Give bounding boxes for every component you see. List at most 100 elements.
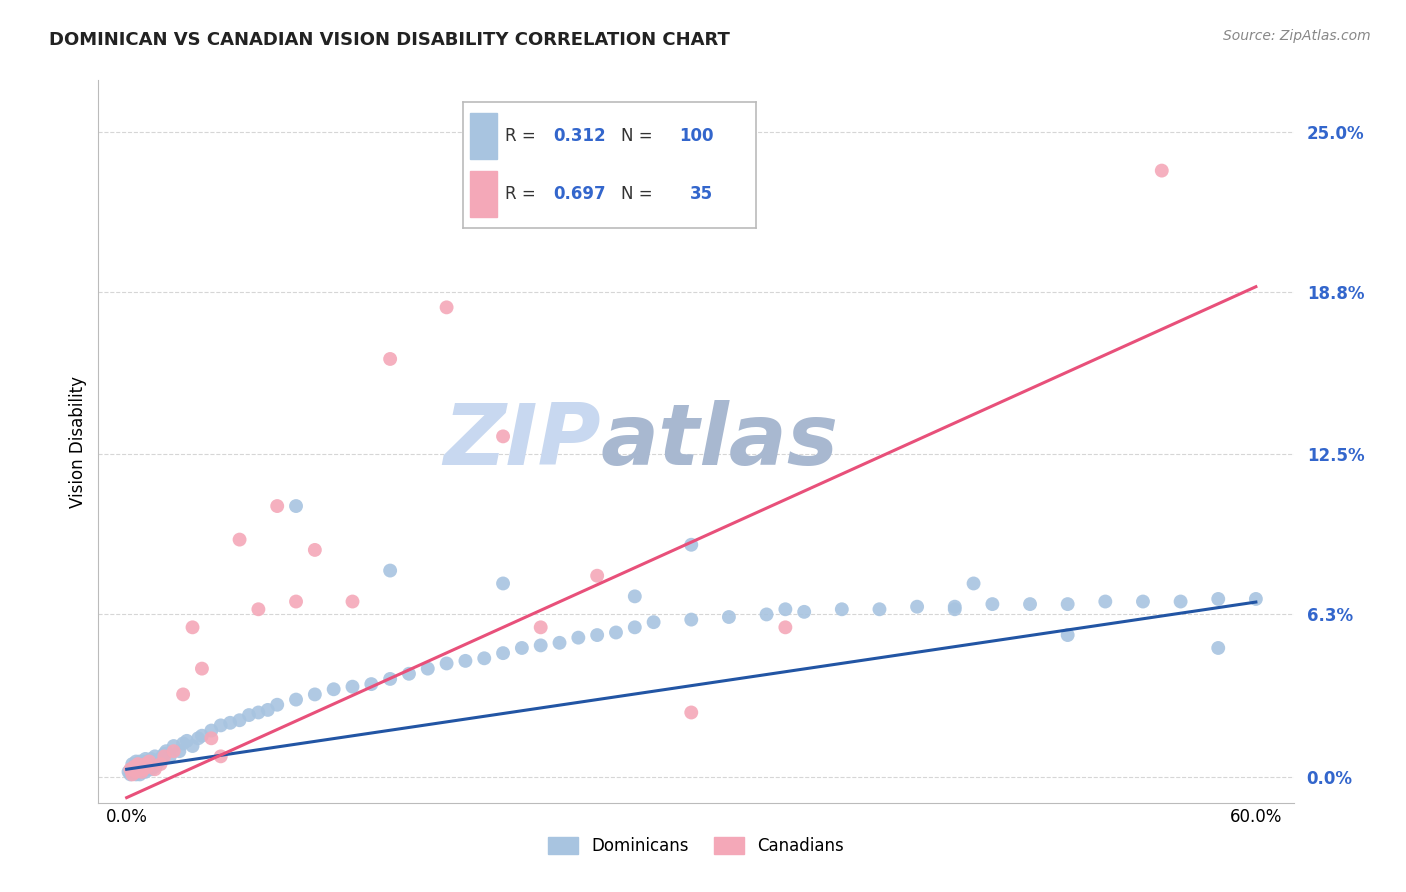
Point bbox=[209, 749, 232, 764]
Point bbox=[131, 764, 153, 779]
Point bbox=[256, 703, 278, 717]
Point bbox=[176, 734, 198, 748]
Point bbox=[121, 767, 143, 781]
Point bbox=[285, 594, 308, 608]
Point bbox=[905, 599, 928, 614]
Point bbox=[775, 602, 797, 616]
Point bbox=[142, 757, 165, 772]
Point bbox=[492, 576, 515, 591]
Point bbox=[869, 602, 891, 616]
Point bbox=[172, 687, 194, 701]
Point bbox=[191, 729, 214, 743]
Point bbox=[181, 739, 204, 753]
Point bbox=[605, 625, 627, 640]
Point bbox=[134, 757, 156, 772]
Point bbox=[125, 755, 148, 769]
Point bbox=[131, 764, 153, 779]
Point bbox=[398, 666, 420, 681]
Point bbox=[200, 731, 222, 746]
Text: ZIP: ZIP bbox=[443, 400, 600, 483]
Point bbox=[128, 760, 150, 774]
Point bbox=[1094, 594, 1116, 608]
Point bbox=[530, 620, 553, 634]
Point bbox=[567, 631, 589, 645]
Point bbox=[266, 698, 288, 712]
Point bbox=[1056, 628, 1078, 642]
Point bbox=[247, 706, 270, 720]
Point bbox=[120, 762, 142, 776]
Point bbox=[163, 739, 186, 753]
Point bbox=[1206, 640, 1229, 655]
Point bbox=[149, 757, 172, 772]
Point bbox=[134, 760, 156, 774]
Point bbox=[454, 654, 477, 668]
Point bbox=[127, 764, 149, 779]
Point bbox=[136, 762, 159, 776]
Point bbox=[122, 760, 145, 774]
Point bbox=[191, 662, 214, 676]
Point bbox=[187, 731, 209, 746]
Point bbox=[378, 564, 401, 578]
Point bbox=[548, 636, 571, 650]
Point bbox=[981, 597, 1004, 611]
Point bbox=[266, 499, 288, 513]
Point bbox=[138, 760, 160, 774]
Point bbox=[131, 757, 153, 772]
Point bbox=[228, 533, 250, 547]
Point bbox=[510, 640, 533, 655]
Point bbox=[143, 749, 166, 764]
Point bbox=[145, 757, 167, 772]
Point bbox=[342, 594, 364, 608]
Point bbox=[681, 706, 703, 720]
Legend: Dominicans, Canadians: Dominicans, Canadians bbox=[540, 829, 852, 863]
Point bbox=[586, 628, 609, 642]
Point bbox=[127, 762, 149, 776]
Point bbox=[285, 499, 308, 513]
Point bbox=[1056, 597, 1078, 611]
Point bbox=[472, 651, 495, 665]
Point bbox=[586, 568, 609, 582]
Point bbox=[128, 762, 150, 776]
Point bbox=[1132, 594, 1154, 608]
Point bbox=[127, 757, 149, 772]
Y-axis label: Vision Disability: Vision Disability bbox=[69, 376, 87, 508]
Point bbox=[134, 764, 156, 779]
Point bbox=[149, 752, 172, 766]
Point bbox=[143, 762, 166, 776]
Point bbox=[139, 762, 162, 776]
Point bbox=[120, 767, 142, 781]
Point bbox=[247, 602, 270, 616]
Point bbox=[623, 620, 645, 634]
Point bbox=[127, 760, 149, 774]
Point bbox=[138, 755, 160, 769]
Point bbox=[681, 613, 703, 627]
Point bbox=[200, 723, 222, 738]
Point bbox=[181, 620, 204, 634]
Point bbox=[962, 576, 984, 591]
Point bbox=[530, 639, 553, 653]
Point bbox=[128, 767, 150, 781]
Point bbox=[169, 744, 191, 758]
Point bbox=[172, 736, 194, 750]
Point bbox=[304, 687, 326, 701]
Point bbox=[122, 764, 145, 779]
Point bbox=[132, 762, 155, 776]
Point bbox=[153, 747, 176, 761]
Point bbox=[285, 692, 308, 706]
Point bbox=[132, 762, 155, 776]
Point bbox=[131, 760, 153, 774]
Point bbox=[125, 767, 148, 781]
Point bbox=[143, 760, 166, 774]
Point bbox=[717, 610, 740, 624]
Point bbox=[943, 602, 966, 616]
Point bbox=[155, 744, 177, 758]
Point bbox=[681, 538, 703, 552]
Point bbox=[209, 718, 232, 732]
Point bbox=[322, 682, 344, 697]
Point bbox=[163, 744, 186, 758]
Point bbox=[831, 602, 853, 616]
Point bbox=[378, 672, 401, 686]
Point bbox=[623, 590, 645, 604]
Point bbox=[436, 301, 458, 315]
Point bbox=[117, 764, 139, 779]
